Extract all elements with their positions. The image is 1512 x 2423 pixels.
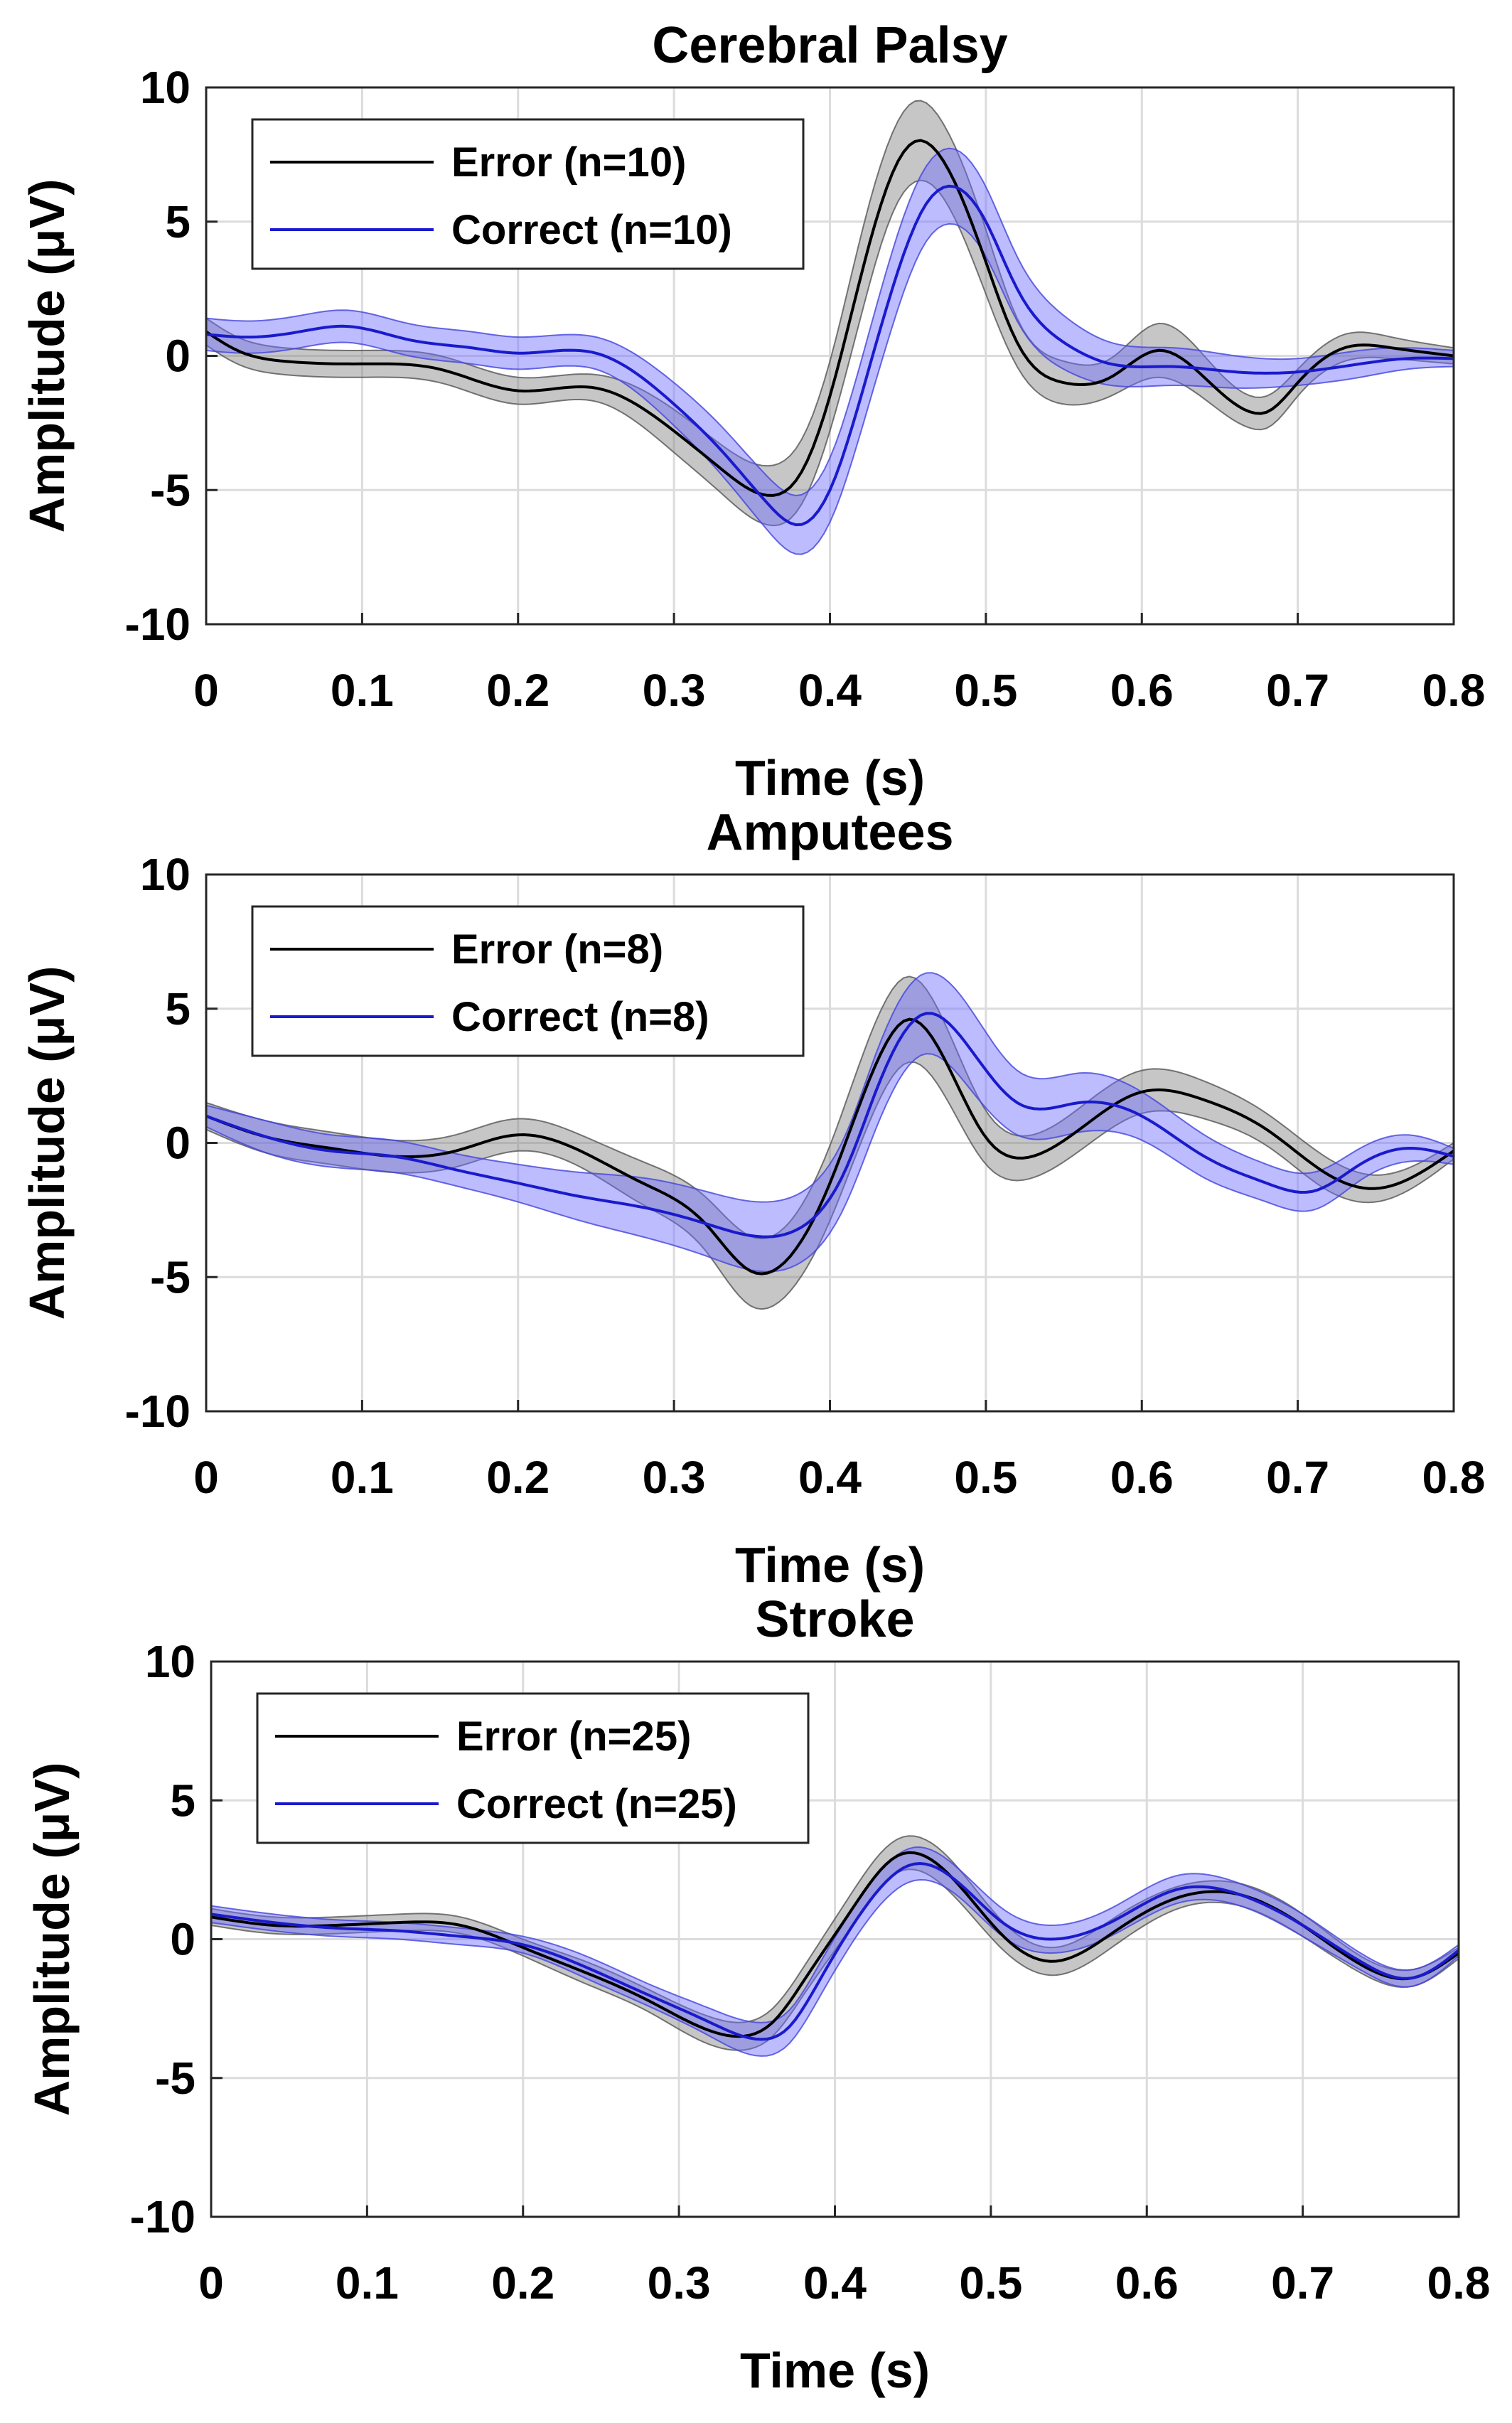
x-tick-label: 0 bbox=[193, 665, 219, 716]
legend: Error (n=10) Correct (n=10) bbox=[251, 118, 805, 270]
x-tick-label: 0.1 bbox=[336, 2257, 399, 2309]
x-tick-label: 0.3 bbox=[648, 2257, 711, 2309]
panel-amputees: 0 0.1 0.2 0.3 0.4 0.5 0.6 0.7 0.8 -10 -5 0 5 10 Ampute… bbox=[19, 804, 1485, 1593]
legend-label-error: Error (n=8) bbox=[451, 926, 663, 973]
x-tick-label: 0.6 bbox=[1110, 1452, 1174, 1503]
y-tick-label: 0 bbox=[170, 1914, 195, 1965]
x-tick-label: 0.1 bbox=[331, 665, 394, 716]
series-line-correct bbox=[205, 1012, 1454, 1239]
x-tick-label: 0.3 bbox=[643, 1452, 706, 1503]
series-line-error bbox=[205, 139, 1454, 497]
chart-title: Stroke bbox=[755, 1591, 914, 1648]
y-tick-label: -5 bbox=[150, 1251, 191, 1303]
chart-title: Amputees bbox=[706, 804, 953, 861]
y-tick-label: -10 bbox=[125, 599, 191, 650]
x-tick-label: 0.4 bbox=[803, 2257, 867, 2309]
x-tick-label: 0.5 bbox=[954, 665, 1017, 716]
x-tick-label: 0.8 bbox=[1427, 2257, 1491, 2309]
legend: Error (n=25) Correct (n=25) bbox=[256, 1692, 810, 1844]
y-tick-label: 5 bbox=[165, 196, 191, 247]
x-tick-label: 0.8 bbox=[1422, 665, 1486, 716]
x-tick-label: 0.7 bbox=[1266, 665, 1329, 716]
y-axis-label: Amplitude (μV) bbox=[19, 966, 75, 1320]
x-axis-label: Time (s) bbox=[735, 1537, 925, 1593]
x-tick-label: 0 bbox=[193, 1452, 219, 1503]
x-tick-label: 0 bbox=[198, 2257, 224, 2309]
legend-label-error: Error (n=10) bbox=[451, 139, 686, 186]
x-tick-label: 0.1 bbox=[331, 1452, 394, 1503]
y-tick-label: -10 bbox=[125, 1386, 191, 1437]
x-axis-label: Time (s) bbox=[735, 750, 925, 806]
legend-box bbox=[251, 905, 805, 1057]
x-tick-label: 0.5 bbox=[959, 2257, 1022, 2309]
y-tick-label: 0 bbox=[165, 331, 191, 382]
legend-label-correct: Correct (n=25) bbox=[456, 1781, 737, 1827]
x-tick-label: 0.4 bbox=[798, 665, 862, 716]
y-tick-label: -5 bbox=[150, 464, 191, 515]
y-axis-label: Amplitude (μV) bbox=[24, 1763, 80, 2117]
x-tick-label: 0.7 bbox=[1266, 1452, 1329, 1503]
x-tick-label: 0.6 bbox=[1110, 665, 1174, 716]
y-tick-label: -5 bbox=[155, 2053, 195, 2104]
x-tick-label: 0.7 bbox=[1271, 2257, 1334, 2309]
legend-label-error: Error (n=25) bbox=[456, 1713, 691, 1760]
x-tick-label: 0.2 bbox=[486, 1452, 549, 1503]
legend-box bbox=[256, 1692, 810, 1844]
legend-label-correct: Correct (n=8) bbox=[451, 994, 709, 1040]
x-tick-label: 0.2 bbox=[486, 665, 549, 716]
y-tick-label: 10 bbox=[140, 849, 191, 900]
y-tick-label: 0 bbox=[165, 1118, 191, 1169]
y-tick-label: 5 bbox=[170, 1775, 195, 1826]
panel-cerebral-palsy: 0 0.1 0.2 0.3 0.4 0.5 0.6 0.7 0.8 -10 -5 0 5 10 Cerebr… bbox=[19, 17, 1485, 806]
panel-stroke: 0 0.1 0.2 0.3 0.4 0.5 0.6 0.7 0.8 -10 -5 0 5 10 Stroke… bbox=[24, 1591, 1490, 2398]
x-tick-label: 0.5 bbox=[954, 1452, 1017, 1503]
y-tick-label: 10 bbox=[145, 1636, 195, 1687]
x-tick-label: 0.6 bbox=[1115, 2257, 1179, 2309]
series-line-error bbox=[205, 1017, 1455, 1275]
y-axis-label: Amplitude (μV) bbox=[19, 179, 75, 533]
y-tick-label: 5 bbox=[165, 983, 191, 1034]
x-tick-label: 0.3 bbox=[643, 665, 706, 716]
chart-title: Cerebral Palsy bbox=[652, 17, 1007, 74]
x-tick-label: 0.4 bbox=[798, 1452, 862, 1503]
x-axis-label: Time (s) bbox=[740, 2343, 930, 2398]
x-tick-label: 0.2 bbox=[491, 2257, 554, 2309]
legend-box bbox=[251, 118, 805, 270]
legend: Error (n=8) Correct (n=8) bbox=[251, 905, 805, 1057]
legend-label-correct: Correct (n=10) bbox=[451, 207, 732, 253]
series-line-correct bbox=[210, 1861, 1460, 2041]
y-tick-label: 10 bbox=[140, 62, 191, 113]
y-tick-label: -10 bbox=[130, 2191, 196, 2242]
x-tick-label: 0.8 bbox=[1422, 1452, 1486, 1503]
series-line-correct bbox=[205, 184, 1454, 527]
